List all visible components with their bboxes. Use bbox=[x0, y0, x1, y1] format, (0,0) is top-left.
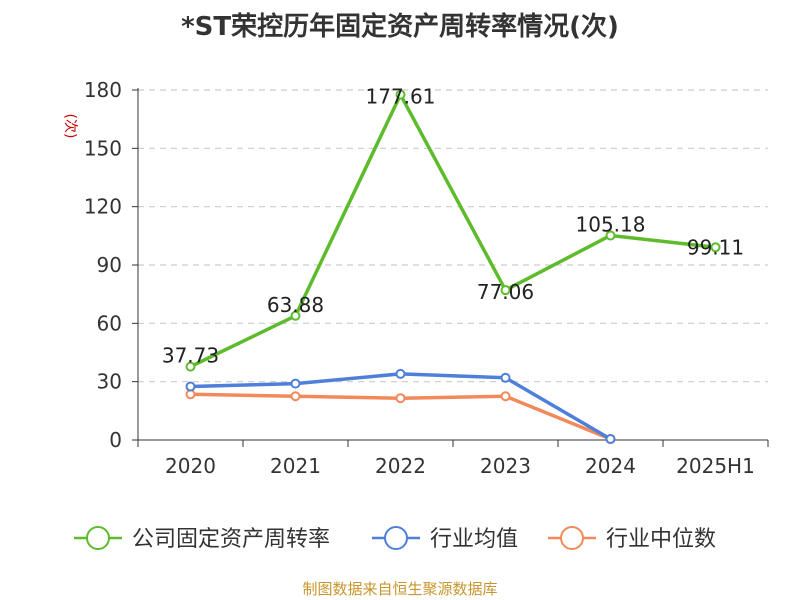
data-point bbox=[605, 230, 616, 241]
x-tick-label: 2024 bbox=[585, 454, 636, 478]
legend-label: 行业中位数 bbox=[606, 527, 716, 552]
y-tick-label: 60 bbox=[97, 311, 122, 335]
data-point bbox=[290, 391, 301, 402]
x-tick-label: 2022 bbox=[375, 454, 426, 478]
chart-title: *ST荣控历年固定资产周转率情况(次) bbox=[181, 12, 619, 42]
data-point bbox=[500, 372, 511, 383]
data-point bbox=[290, 310, 301, 321]
x-tick-label: 2021 bbox=[270, 454, 321, 478]
x-tick-label: 2023 bbox=[480, 454, 531, 478]
data-point bbox=[185, 381, 196, 392]
data-label: 37.73 bbox=[162, 344, 219, 368]
data-point bbox=[500, 285, 511, 296]
data-point bbox=[395, 393, 406, 404]
data-source-caption: 制图数据来自恒生聚源数据库 bbox=[302, 580, 498, 598]
data-label: 177.61 bbox=[366, 85, 436, 109]
data-label: 63.88 bbox=[267, 293, 324, 317]
x-tick-label: 2025H1 bbox=[676, 454, 755, 478]
data-point bbox=[605, 434, 616, 445]
y-axis-label: (次) bbox=[62, 114, 78, 139]
data-point bbox=[290, 378, 301, 389]
y-tick-label: 120 bbox=[84, 195, 122, 219]
y-tick-label: 0 bbox=[109, 428, 122, 452]
x-tick-label: 2020 bbox=[165, 454, 216, 478]
data-label: 77.06 bbox=[477, 280, 534, 304]
legend-label: 行业均值 bbox=[430, 527, 518, 552]
data-point bbox=[395, 89, 406, 100]
y-tick-label: 150 bbox=[84, 136, 122, 160]
legend-marker bbox=[86, 526, 110, 550]
data-point bbox=[500, 391, 511, 402]
series-line-1 bbox=[190, 372, 612, 441]
data-point bbox=[710, 242, 721, 253]
series-line-0 bbox=[189, 92, 716, 369]
y-tick-label: 30 bbox=[97, 370, 122, 394]
legend-marker bbox=[560, 526, 584, 550]
legend-label: 公司固定资产周转率 bbox=[132, 527, 330, 552]
y-tick-label: 90 bbox=[97, 253, 122, 277]
data-label: 99.11 bbox=[687, 235, 744, 259]
legend-marker bbox=[384, 526, 408, 550]
data-point bbox=[185, 361, 196, 372]
data-point bbox=[395, 368, 406, 379]
y-tick-label: 180 bbox=[84, 78, 122, 102]
data-label: 105.18 bbox=[576, 212, 646, 236]
